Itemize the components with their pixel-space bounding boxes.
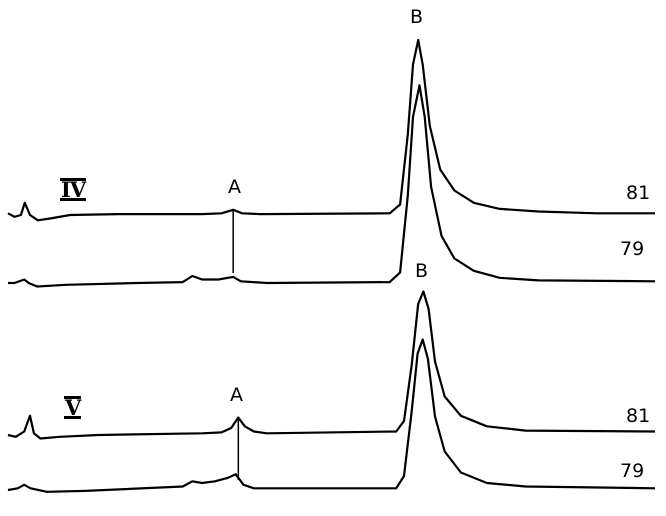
peak-label-a-v: A: [230, 384, 243, 406]
peak-label-b-v: B: [415, 260, 429, 282]
panel-label-v: V: [64, 395, 81, 420]
trace-iv-79: [8, 84, 656, 288]
trace-v-79: [7, 338, 656, 493]
trace-iv-81: [7, 38, 655, 222]
series-label-v-81: 81: [626, 405, 651, 427]
series-label-v-79: 79: [620, 460, 645, 482]
peak-label-b-iv: B: [410, 6, 424, 28]
series-label-iv-81: 81: [626, 182, 651, 204]
peak-label-a-iv: A: [228, 176, 241, 198]
panel-label-iv: IV: [60, 177, 86, 202]
series-label-iv-79: 79: [620, 238, 645, 260]
trace-v-81: [7, 290, 656, 440]
